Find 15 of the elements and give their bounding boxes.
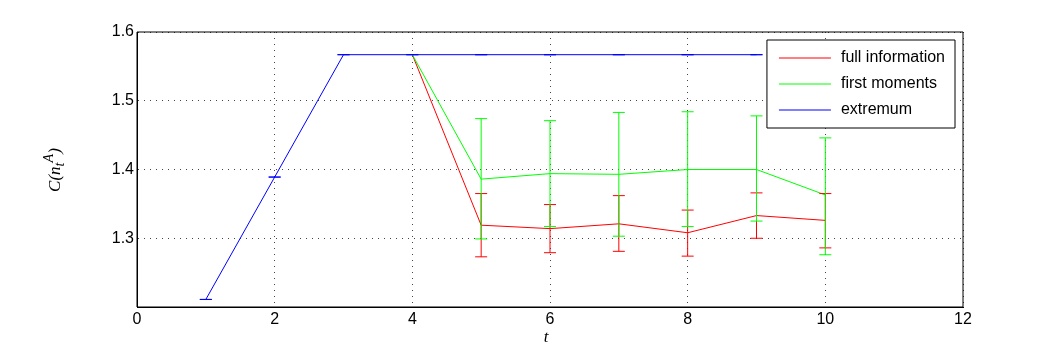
x-tick-label: 2 bbox=[270, 310, 280, 328]
x-tick-label: 8 bbox=[683, 310, 693, 328]
x-tick-label: 6 bbox=[545, 310, 555, 328]
x-tick-label: 10 bbox=[816, 310, 835, 328]
legend-label: full information bbox=[840, 48, 945, 66]
legend-label: first moments bbox=[840, 74, 937, 92]
x-tick-label: 0 bbox=[132, 310, 142, 328]
y-tick-label: 1.3 bbox=[111, 228, 135, 246]
x-axis-title: t bbox=[543, 327, 549, 347]
y-tick-label: 1.6 bbox=[111, 22, 135, 40]
x-tick-label: 12 bbox=[954, 310, 972, 328]
legend-label: extremum bbox=[840, 100, 913, 118]
y-tick-label: 1.5 bbox=[111, 91, 135, 109]
x-tick-label: 4 bbox=[407, 310, 417, 328]
y-tick-label: 1.4 bbox=[111, 159, 135, 177]
